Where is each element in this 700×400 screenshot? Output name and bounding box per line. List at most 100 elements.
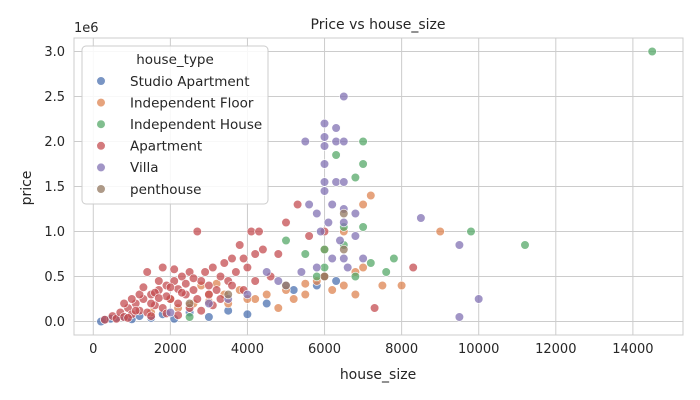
data-point [131, 306, 141, 316]
data-point [647, 46, 657, 57]
data-point [296, 267, 307, 277]
data-point [273, 276, 283, 286]
data-point [235, 240, 245, 250]
data-point [262, 267, 272, 277]
data-point [262, 289, 272, 300]
data-point [246, 226, 256, 237]
data-point [350, 208, 361, 219]
legend-box [81, 45, 269, 205]
data-point [358, 262, 368, 273]
data-point [335, 235, 345, 246]
data-point [350, 231, 361, 241]
x-axis-label: house_size [340, 367, 416, 383]
data-point [281, 280, 291, 291]
data-point [300, 249, 310, 259]
data-point [358, 199, 368, 210]
data-point [254, 226, 264, 237]
data-point [154, 276, 164, 286]
y-offset-label: 1e6 [74, 21, 99, 36]
data-point [331, 177, 341, 187]
data-point [339, 136, 349, 147]
legend-label: Studio Apartment [130, 74, 250, 90]
series-villa [165, 91, 484, 322]
data-point [293, 199, 303, 210]
legend-label: Apartment [130, 139, 202, 155]
x-tick-label: 14000 [612, 342, 653, 357]
data-point [192, 294, 202, 304]
legend-marker [96, 119, 106, 129]
data-point [158, 262, 168, 273]
data-point [169, 264, 179, 274]
data-point [161, 291, 172, 301]
legend-title: house_type [136, 52, 214, 68]
y-tick-label: 1.0 [44, 225, 65, 240]
data-point [435, 226, 445, 237]
data-point [339, 253, 349, 264]
data-point [331, 123, 341, 133]
data-point [331, 150, 341, 160]
data-point [181, 279, 191, 289]
data-point [304, 231, 314, 241]
data-point [212, 285, 222, 295]
data-point [319, 244, 330, 255]
data-point [350, 271, 361, 282]
data-point [204, 289, 214, 300]
data-point [339, 280, 349, 291]
data-point [138, 282, 148, 292]
data-point [242, 309, 252, 319]
legend-label: Independent Floor [130, 95, 254, 111]
data-point [177, 288, 187, 298]
data-point [381, 267, 391, 277]
data-point [250, 249, 260, 259]
data-point [227, 280, 237, 291]
y-tick-label: 1.5 [44, 180, 65, 195]
x-tick-label: 8000 [385, 342, 418, 357]
legend-marker [96, 97, 106, 108]
data-point [377, 280, 388, 291]
data-point [358, 253, 368, 264]
data-point [358, 136, 368, 147]
y-tick-label: 2.5 [44, 90, 65, 105]
data-point [474, 294, 484, 304]
data-point [239, 253, 249, 264]
legend-marker [96, 76, 106, 86]
data-point [215, 294, 226, 304]
data-point [134, 289, 145, 300]
data-point [366, 190, 376, 201]
x-tick-label: 10000 [458, 342, 499, 357]
x-tick-label: 6000 [308, 342, 341, 357]
legend: house_type Studio Apartment Independent F… [81, 45, 269, 205]
series-penthouse [185, 208, 349, 309]
legend-marker [96, 184, 106, 194]
data-point [204, 298, 214, 309]
y-tick-label: 3.0 [44, 45, 65, 60]
data-point [331, 276, 341, 286]
data-point [281, 235, 291, 246]
data-point [350, 172, 361, 183]
data-point [319, 177, 330, 187]
data-point [358, 159, 368, 169]
data-point [397, 280, 407, 291]
data-point [323, 217, 334, 228]
data-point [185, 298, 195, 309]
data-point [219, 258, 229, 268]
data-point [319, 262, 330, 273]
data-point [454, 312, 465, 322]
data-point [215, 271, 226, 282]
legend-entries: Studio Apartment Independent Floor Indepen… [96, 74, 262, 198]
data-point [339, 208, 349, 219]
y-tick-label: 0.0 [44, 315, 65, 330]
data-point [262, 298, 272, 309]
axes-frame [73, 37, 684, 336]
data-point [350, 289, 361, 300]
legend-marker [96, 141, 106, 151]
data-point [339, 244, 349, 255]
data-point [242, 262, 252, 273]
legend-marker [96, 162, 106, 172]
data-point [273, 303, 283, 313]
x-tick-labels: 0 2000 4000 6000 8000 10000 12000 14000 [89, 342, 653, 357]
y-tick-label: 0.5 [44, 270, 65, 285]
data-point [289, 294, 299, 304]
y-tick-label: 2.0 [44, 135, 65, 150]
